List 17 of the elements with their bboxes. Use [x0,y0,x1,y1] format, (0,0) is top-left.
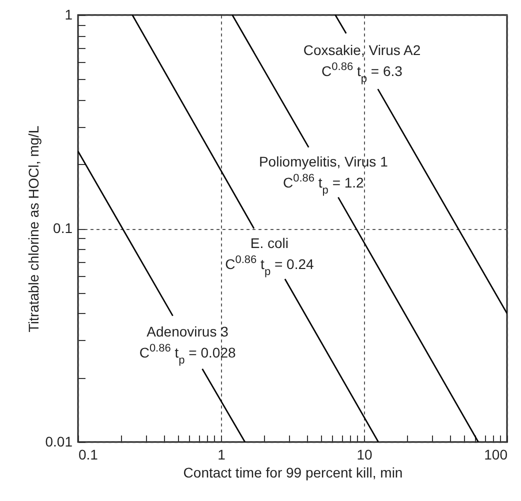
annotation: C$^{0.86}$ t$_{p}$ = 0.24 [225,254,314,278]
annotation: C$^{0.86}$ t$_{p}$ = 1.2 [282,172,364,196]
annotation: Adenovirus 3 [146,323,229,340]
x-tick-label: 1 [218,446,226,462]
y-tick-label: 0.1 [53,220,73,236]
y-tick-label: 0.01 [45,434,73,450]
x-tick-label: 10 [356,446,372,462]
x-tick-label: 0.1 [78,446,98,462]
x-axis-title: Contact time for 99 percent kill, min [183,464,403,480]
annotation: Poliomyelitis, Virus 1 [258,153,388,170]
annotation: E. coli [250,234,289,251]
annotation: Coxsakie, Virus A2 [303,42,421,58]
annotation: C$^{0.86}$ t$_{p}$ = 6.3 [322,61,403,86]
annotation: C$^{0.86}$ t$_{p}$ = 0.028 [139,342,236,366]
y-axis-title: Titratable chlorine as HOCl, mg/L [25,126,42,332]
x-tick-label: 100 [484,446,508,462]
y-tick-label: 1 [64,6,73,22]
